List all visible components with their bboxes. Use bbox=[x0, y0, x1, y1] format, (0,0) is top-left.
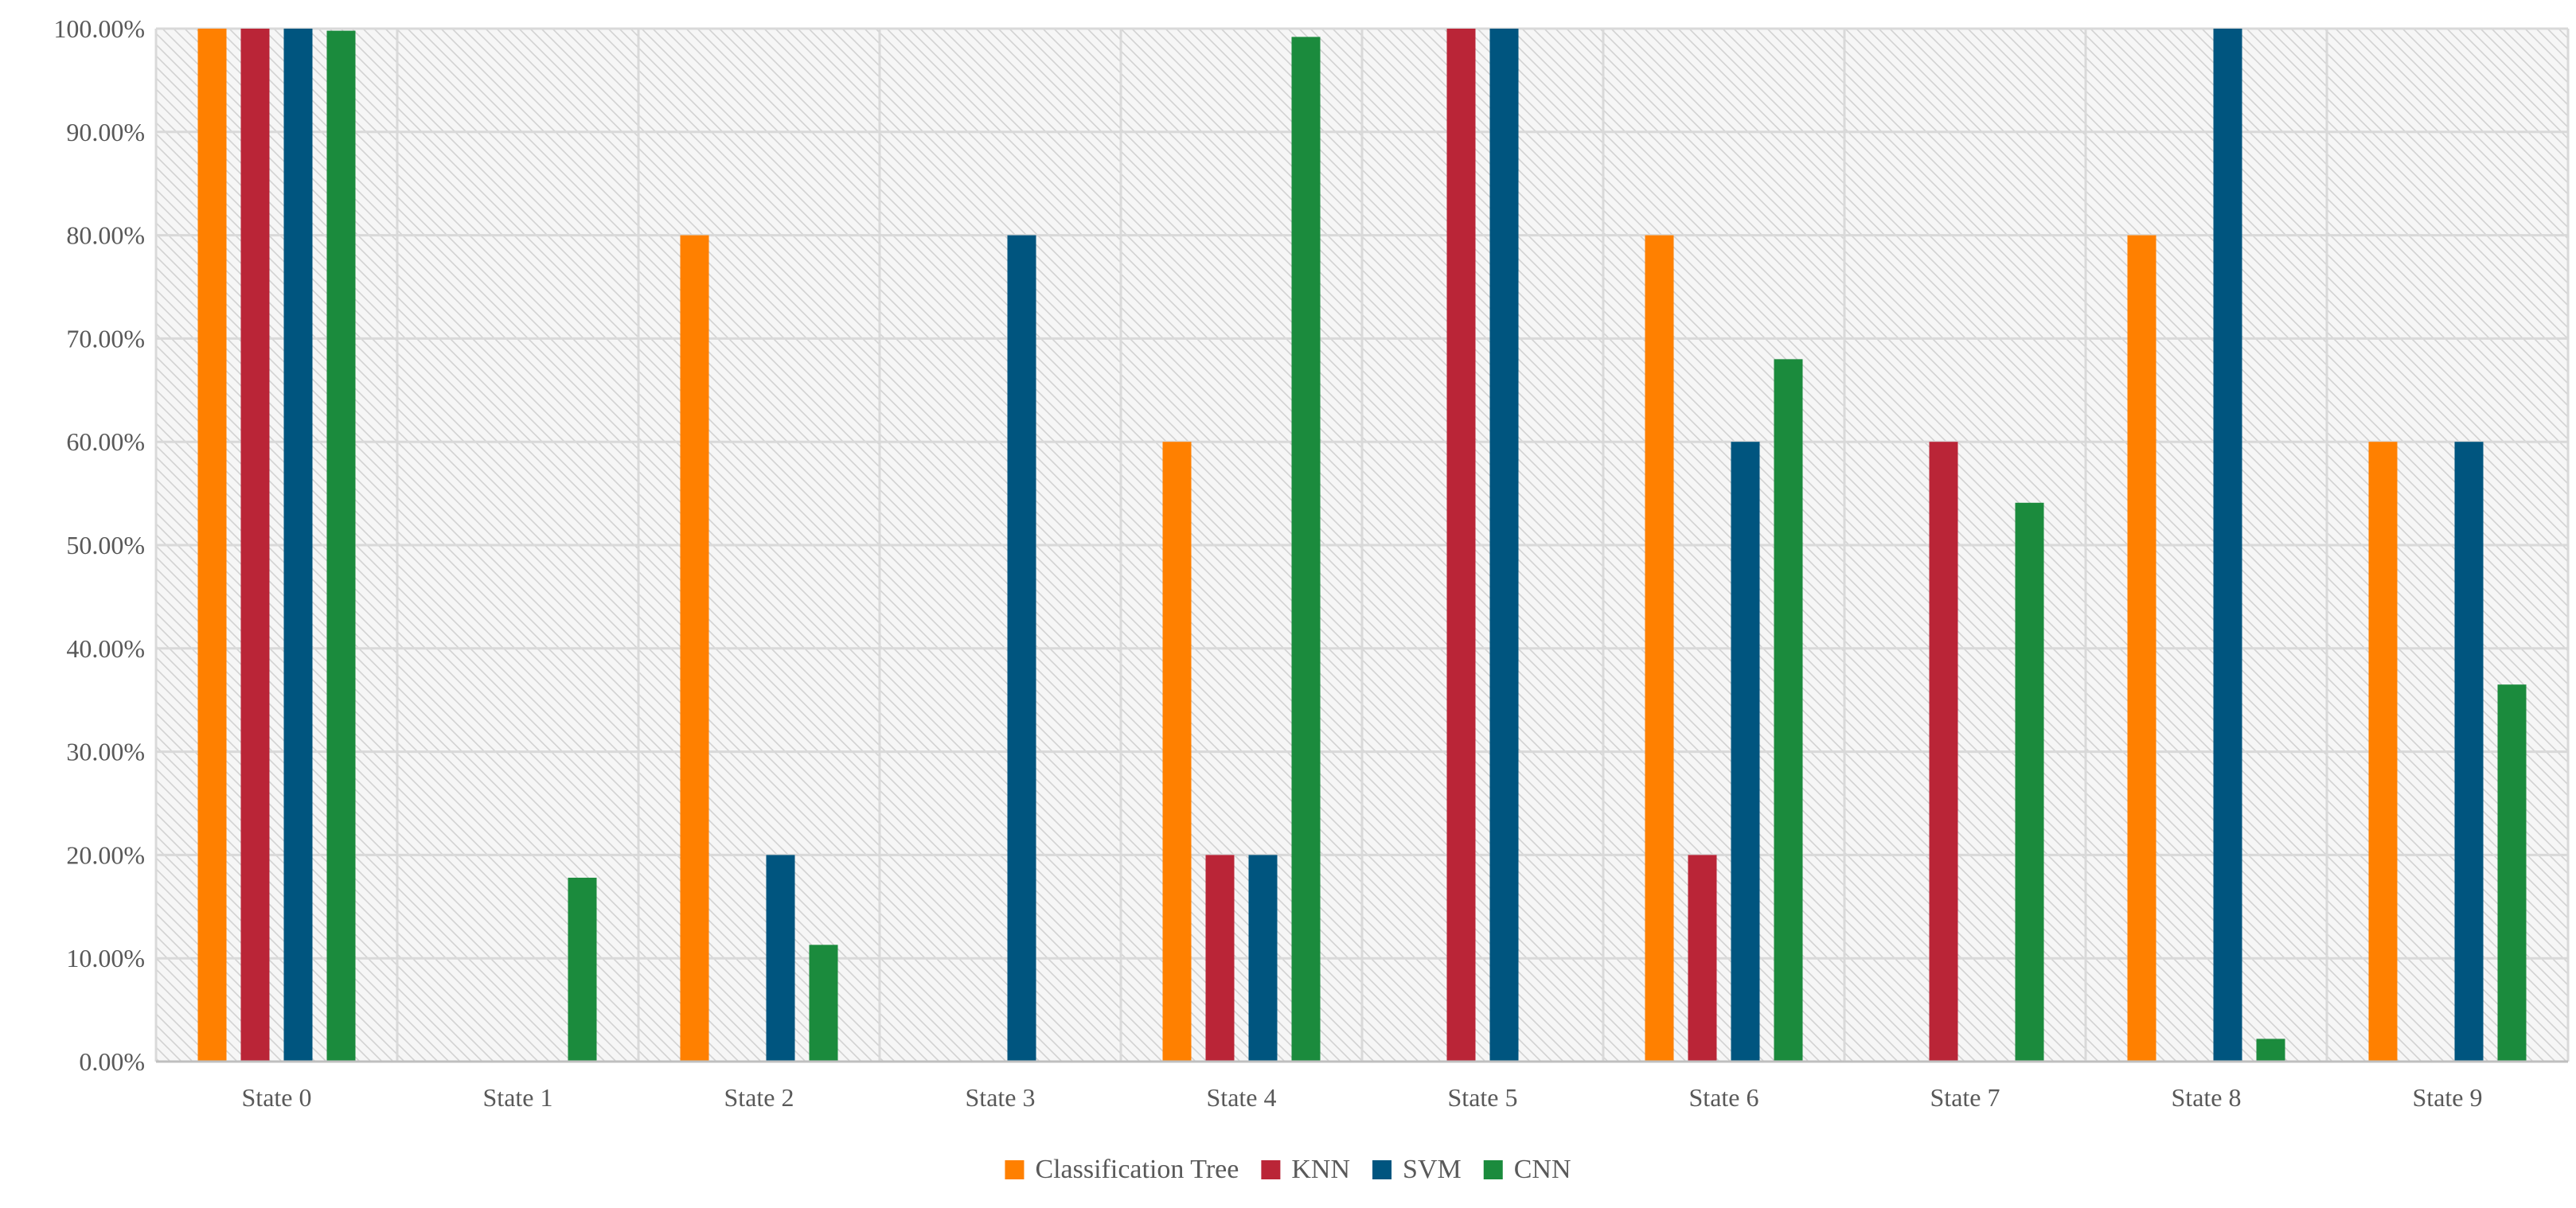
bar-cnn bbox=[326, 30, 356, 1062]
y-tick-label: 70.00% bbox=[66, 324, 145, 353]
bar-classification-tree bbox=[2127, 235, 2156, 1062]
y-tick-label: 60.00% bbox=[66, 427, 145, 456]
legend-label: SVM bbox=[1403, 1155, 1462, 1184]
bar-svm bbox=[1248, 855, 1278, 1062]
legend-label: Classification Tree bbox=[1035, 1155, 1239, 1184]
gridlines bbox=[154, 27, 2570, 1063]
y-tick-label: 50.00% bbox=[66, 531, 145, 559]
legend-item: CNN bbox=[1483, 1155, 1571, 1184]
x-tick-label: State 2 bbox=[724, 1083, 794, 1112]
bar-cnn bbox=[1774, 359, 1803, 1062]
x-tick-label: State 9 bbox=[2413, 1083, 2483, 1112]
bar-classification-tree bbox=[680, 235, 709, 1062]
x-tick-label: State 5 bbox=[1448, 1083, 1518, 1112]
x-tick-label: State 0 bbox=[242, 1083, 312, 1112]
bar-knn bbox=[1929, 442, 1958, 1062]
bar-classification-tree bbox=[2368, 442, 2398, 1062]
y-tick-label: 30.00% bbox=[66, 738, 145, 766]
bar-knn bbox=[240, 29, 270, 1062]
x-tick-label: State 7 bbox=[1930, 1083, 2000, 1112]
bar-classification-tree bbox=[1645, 235, 1674, 1062]
x-tick-label: State 6 bbox=[1689, 1083, 1759, 1112]
bar-knn bbox=[1688, 855, 1717, 1062]
bar-cnn bbox=[2497, 684, 2527, 1062]
legend-item: SVM bbox=[1372, 1155, 1462, 1184]
y-tick-label: 40.00% bbox=[66, 634, 145, 663]
legend-swatch bbox=[1372, 1160, 1392, 1179]
legend-swatch bbox=[1483, 1160, 1503, 1179]
x-tick-label: State 4 bbox=[1207, 1083, 1277, 1112]
x-tick-label: State 3 bbox=[966, 1083, 1036, 1112]
y-tick-label: 0.00% bbox=[79, 1047, 145, 1076]
bar-knn bbox=[1205, 855, 1235, 1062]
bar-svm bbox=[283, 29, 313, 1062]
bar-cnn bbox=[809, 945, 838, 1062]
legend-item: Classification Tree bbox=[1005, 1155, 1239, 1184]
legend-swatch bbox=[1005, 1160, 1025, 1179]
bar-cnn bbox=[2015, 502, 2044, 1062]
bar-svm bbox=[2454, 442, 2484, 1062]
x-tick-label: State 8 bbox=[2172, 1083, 2242, 1112]
y-tick-label: 90.00% bbox=[66, 118, 145, 146]
y-tick-label: 20.00% bbox=[66, 840, 145, 869]
bars bbox=[197, 29, 2527, 1062]
legend-item: KNN bbox=[1261, 1155, 1350, 1184]
bar-cnn bbox=[568, 877, 597, 1062]
bar-svm bbox=[766, 855, 795, 1062]
legend-label: CNN bbox=[1514, 1155, 1571, 1184]
bar-svm bbox=[1489, 29, 1519, 1062]
x-tick-label: State 1 bbox=[483, 1083, 553, 1112]
bar-cnn bbox=[1291, 37, 1321, 1062]
bar-knn bbox=[1446, 29, 1476, 1062]
axes: 0.00% 10.00% 20.00% 30.00% 40.00% 50.00% 60.00… bbox=[53, 14, 2568, 1112]
bar-svm bbox=[2213, 29, 2242, 1062]
legend: Classification Tree KNN SVM CNN bbox=[1005, 1155, 1571, 1184]
bar-svm bbox=[1731, 442, 1760, 1062]
y-tick-label: 80.00% bbox=[66, 221, 145, 250]
y-tick-label: 10.00% bbox=[66, 944, 145, 972]
bar-svm bbox=[1007, 235, 1036, 1062]
bar-classification-tree bbox=[1162, 442, 1192, 1062]
bar-cnn bbox=[2256, 1038, 2285, 1062]
legend-swatch bbox=[1261, 1160, 1281, 1179]
legend-label: KNN bbox=[1291, 1155, 1350, 1184]
y-tick-label: 100.00% bbox=[53, 14, 145, 43]
bar-classification-tree bbox=[197, 29, 227, 1062]
